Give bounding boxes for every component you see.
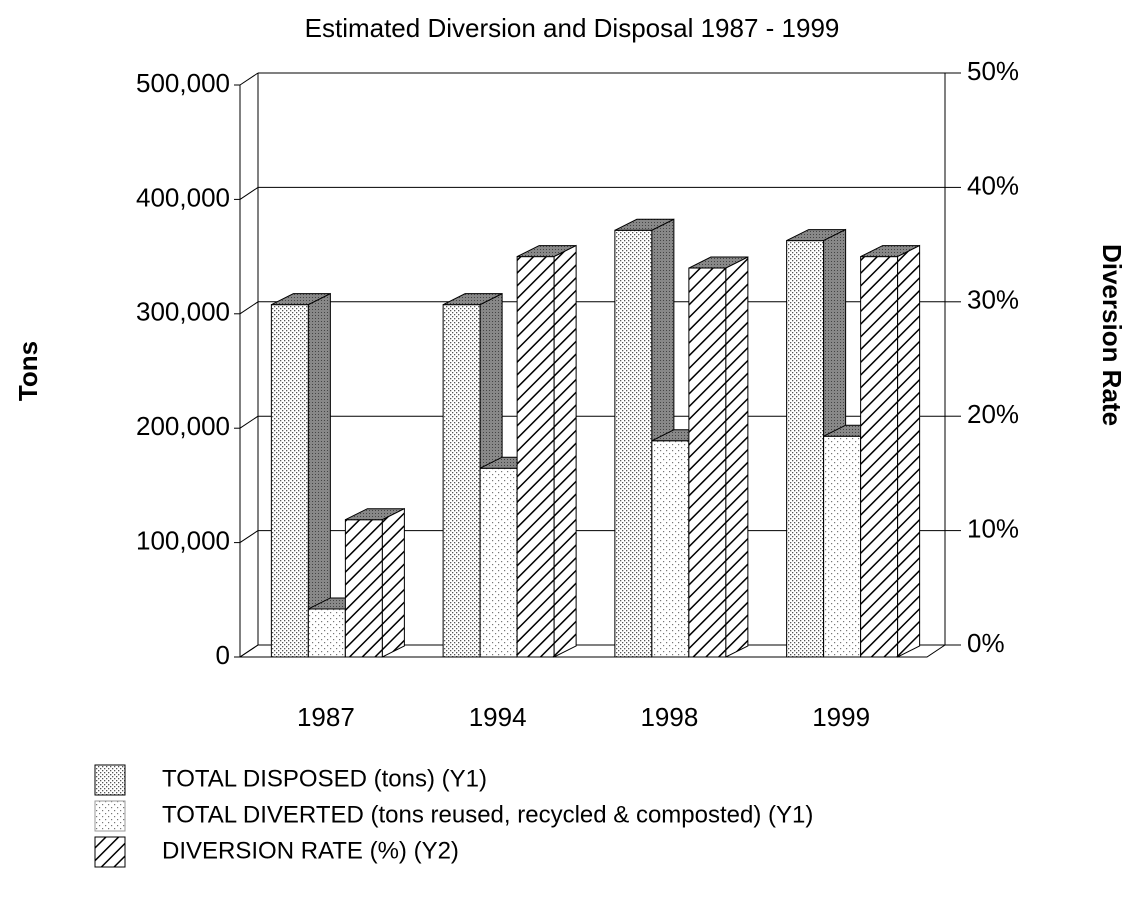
tick-mark [239,301,259,315]
tick-mark [239,530,259,544]
bar [823,435,862,658]
legend-label: TOTAL DISPOSED (tons) (Y1) [162,765,487,792]
y-tick-label: 500,000 [136,68,230,98]
bar [344,519,383,658]
tick-mark [239,415,259,429]
chart-title: Estimated Diversion and Disposal 1987 - … [305,13,840,43]
bar [270,304,309,658]
x-tick-label: 1999 [812,702,870,732]
y-tick-label: 200,000 [136,411,230,441]
bar-side [897,244,921,658]
bar [442,304,481,658]
y-tick-label: 0 [216,640,230,670]
legend-swatch [94,836,126,868]
legend-label: TOTAL DIVERTED (tons reused, recycled & … [162,801,813,828]
bar [307,608,346,658]
y-tick-label: 400,000 [136,182,230,212]
bar [614,229,653,658]
y2-tick-label: 10% [967,513,1019,543]
bar [860,256,899,658]
legend-swatch [94,764,126,796]
y2-tick-label: 30% [967,285,1019,315]
bar-side [381,507,405,658]
bar-side [553,244,577,658]
y2-tick-label: 40% [967,170,1019,200]
x-tick-label: 1987 [297,702,355,732]
legend-swatch [94,800,126,832]
bar [786,240,825,658]
y-tick-label: 300,000 [136,297,230,327]
legend-label: DIVERSION RATE (%) (Y2) [162,837,459,864]
bar [516,256,555,658]
y2-tick-label: 50% [967,56,1019,86]
bar [688,267,727,658]
bar [651,440,690,658]
y-tick-label: 100,000 [136,525,230,555]
y-axis-label: Tons [13,341,43,401]
y2-axis-label: Diversion Rate [1097,244,1127,426]
y2-tick-label: 20% [967,399,1019,429]
tick-mark [239,72,259,86]
tick-mark [239,186,259,200]
x-tick-label: 1994 [469,702,527,732]
x-tick-label: 1998 [640,702,698,732]
y2-tick-label: 0% [967,628,1005,658]
bar [479,467,518,658]
bar-side [725,256,749,658]
tick-mark [239,644,259,658]
